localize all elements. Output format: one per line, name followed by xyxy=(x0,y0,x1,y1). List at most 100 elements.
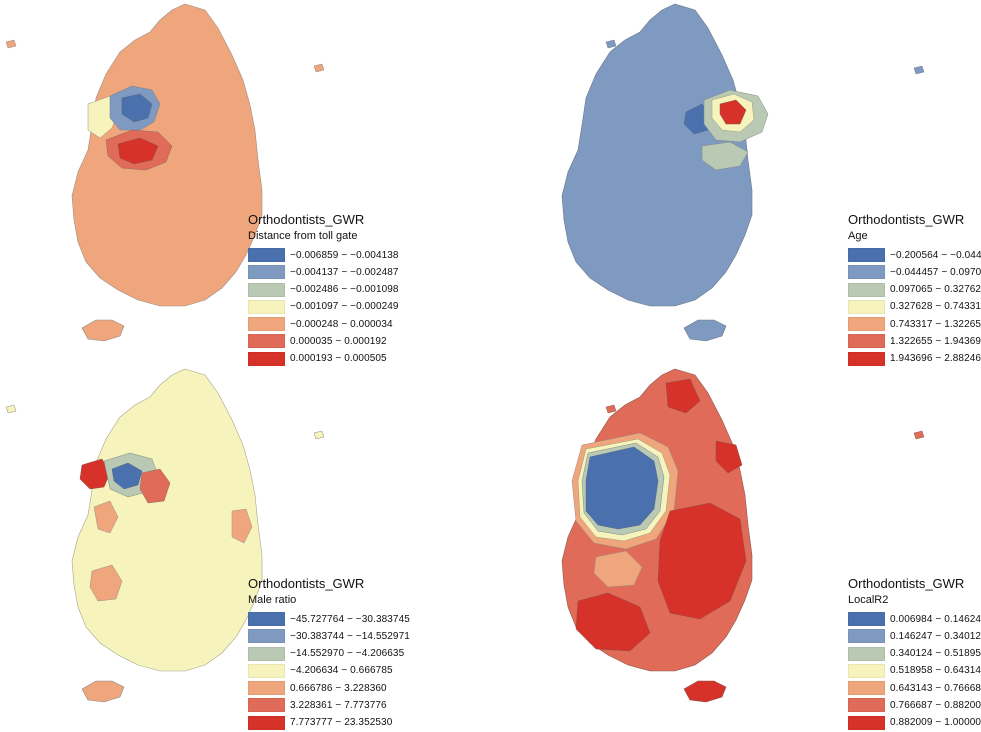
legend-title: Orthodontists_GWR xyxy=(248,212,365,227)
legend-range: 3.228361 − 7.773776 xyxy=(290,699,387,711)
legend-swatch xyxy=(248,681,285,696)
region-capital-core xyxy=(111,462,143,490)
legend-swatch xyxy=(848,698,885,713)
map-panel-male-ratio: Orthodontists_GWR Male ratio −45.727764 … xyxy=(0,361,490,730)
legend-range: 0.097065 − 0.327627 xyxy=(890,284,981,296)
legend-variable: LocalR2 xyxy=(848,594,889,606)
legend-range: 0.000193 − 0.000505 xyxy=(290,353,387,365)
legend-range: 0.327628 − 0.743316 xyxy=(890,301,981,313)
legend-row: −0.044457 − 0.097064 xyxy=(848,264,981,280)
legend-range: 0.743317 − 1.322654 xyxy=(890,318,981,330)
region-southwest-red xyxy=(575,592,651,652)
legend-swatch xyxy=(848,282,885,297)
legend-range: 0.666786 − 3.228360 xyxy=(290,682,387,694)
island-ulleung xyxy=(913,65,925,75)
legend-row: 0.000193 − 0.000505 xyxy=(248,351,399,367)
legend-localr2: Orthodontists_GWR LocalR2 0.006984 − 0.1… xyxy=(848,576,981,732)
legend-row: −0.200564 − −0.044458 xyxy=(848,247,981,263)
legend-range: 0.000035 − 0.000192 xyxy=(290,335,387,347)
region-east-red xyxy=(139,468,171,504)
region-west-orange xyxy=(93,500,119,534)
legend-swatch xyxy=(848,681,885,696)
legend-swatch xyxy=(248,663,285,678)
island-west xyxy=(605,39,617,49)
legend-row: −0.006859 − −0.004138 xyxy=(248,247,399,263)
region-southeast-red xyxy=(657,502,747,620)
legend-row: 1.322655 − 1.943695 xyxy=(848,333,981,349)
legend-title: Orthodontists_GWR xyxy=(848,212,965,227)
legend-swatch xyxy=(248,698,285,713)
region-east-red xyxy=(715,440,743,474)
legend-swatch xyxy=(848,612,885,626)
region-west-blue xyxy=(585,446,659,530)
legend-swatch xyxy=(248,299,285,314)
legend-swatch xyxy=(248,612,285,626)
legend-swatch xyxy=(848,317,885,332)
legend-row: −45.727764 − −30.383745 xyxy=(248,611,410,627)
legend-swatch xyxy=(848,663,885,678)
legend-range: 0.518958 − 0.643142 xyxy=(890,665,981,677)
legend-swatch xyxy=(848,646,885,661)
legend-swatch xyxy=(248,282,285,297)
legend-male-ratio: Orthodontists_GWR Male ratio −45.727764 … xyxy=(248,576,410,732)
legend-row: −0.004137 − −0.002487 xyxy=(248,264,399,280)
legend-range: 0.006984 − 0.146246 xyxy=(890,613,981,625)
legend-row: −4.206634 − 0.666785 xyxy=(248,663,410,679)
island-jeju xyxy=(81,319,125,342)
island-west xyxy=(5,39,17,49)
korea-map-localr2 xyxy=(561,368,925,703)
legend-swatch xyxy=(248,646,285,661)
region-northeast-red xyxy=(665,378,701,414)
region-central-core xyxy=(117,137,159,165)
legend-variable: Distance from toll gate xyxy=(248,230,358,242)
island-ulleung xyxy=(313,430,325,440)
legend-row: 0.146247 − 0.340123 xyxy=(848,628,981,644)
legend-range: −0.044457 − 0.097064 xyxy=(890,266,981,278)
region-southwest-orange xyxy=(89,564,123,602)
legend-range: −45.727764 − −30.383745 xyxy=(290,613,410,625)
legend-row: 0.340124 − 0.518957 xyxy=(848,646,981,662)
legend-distance: Orthodontists_GWR Distance from toll gat… xyxy=(248,212,399,368)
legend-range: −4.206634 − 0.666785 xyxy=(290,665,393,677)
map-panel-distance: Orthodontists_GWR Distance from toll gat… xyxy=(0,0,490,366)
map-panel-localr2: Orthodontists_GWR LocalR2 0.006984 − 0.1… xyxy=(490,361,981,730)
legend-row: 0.666786 − 3.228360 xyxy=(248,680,410,696)
legend-range: 1.322655 − 1.943695 xyxy=(890,335,981,347)
region-east-orange xyxy=(231,508,253,544)
island-jeju xyxy=(683,319,727,342)
legend-swatch xyxy=(848,351,885,366)
legend-swatch xyxy=(248,334,285,349)
legend-row: 0.766687 − 0.882008 xyxy=(848,697,981,713)
legend-row: 0.097065 − 0.327627 xyxy=(848,282,981,298)
legend-row: 0.518958 − 0.643142 xyxy=(848,663,981,679)
legend-swatch xyxy=(848,265,885,280)
legend-swatch xyxy=(248,629,285,644)
legend-swatch xyxy=(248,248,285,262)
legend-row: −0.002486 − −0.001098 xyxy=(248,282,399,298)
island-jeju xyxy=(81,680,125,703)
island-ulleung xyxy=(313,63,325,73)
legend-range: −0.000248 − 0.000034 xyxy=(290,318,393,330)
legend-variable: Age xyxy=(848,230,868,242)
island-west xyxy=(5,404,17,414)
island-ulleung xyxy=(913,430,925,440)
korea-map-male-ratio xyxy=(5,368,325,703)
map-regions xyxy=(5,368,325,703)
region-capital-core xyxy=(719,99,747,125)
legend-row: 0.327628 − 0.743316 xyxy=(848,299,981,315)
legend-range: −0.004137 − −0.002487 xyxy=(290,266,399,278)
legend-swatch xyxy=(248,265,285,280)
legend-row: 0.643143 − 0.766686 xyxy=(848,680,981,696)
legend-row: 3.228361 − 7.773776 xyxy=(248,697,410,713)
legend-swatch xyxy=(848,248,885,262)
region-central xyxy=(701,141,749,171)
region-capital-core xyxy=(121,93,153,123)
mainland xyxy=(71,368,263,672)
legend-range: −30.383744 − −14.552971 xyxy=(290,630,410,642)
legend-range: 0.340124 − 0.518957 xyxy=(890,648,981,660)
legend-age: Orthodontists_GWR Age −0.200564 − −0.044… xyxy=(848,212,981,368)
legend-range: −0.006859 − −0.004138 xyxy=(290,249,399,261)
map-regions xyxy=(5,3,325,342)
legend-title: Orthodontists_GWR xyxy=(848,576,965,591)
legend-row: −0.000248 − 0.000034 xyxy=(248,316,399,332)
